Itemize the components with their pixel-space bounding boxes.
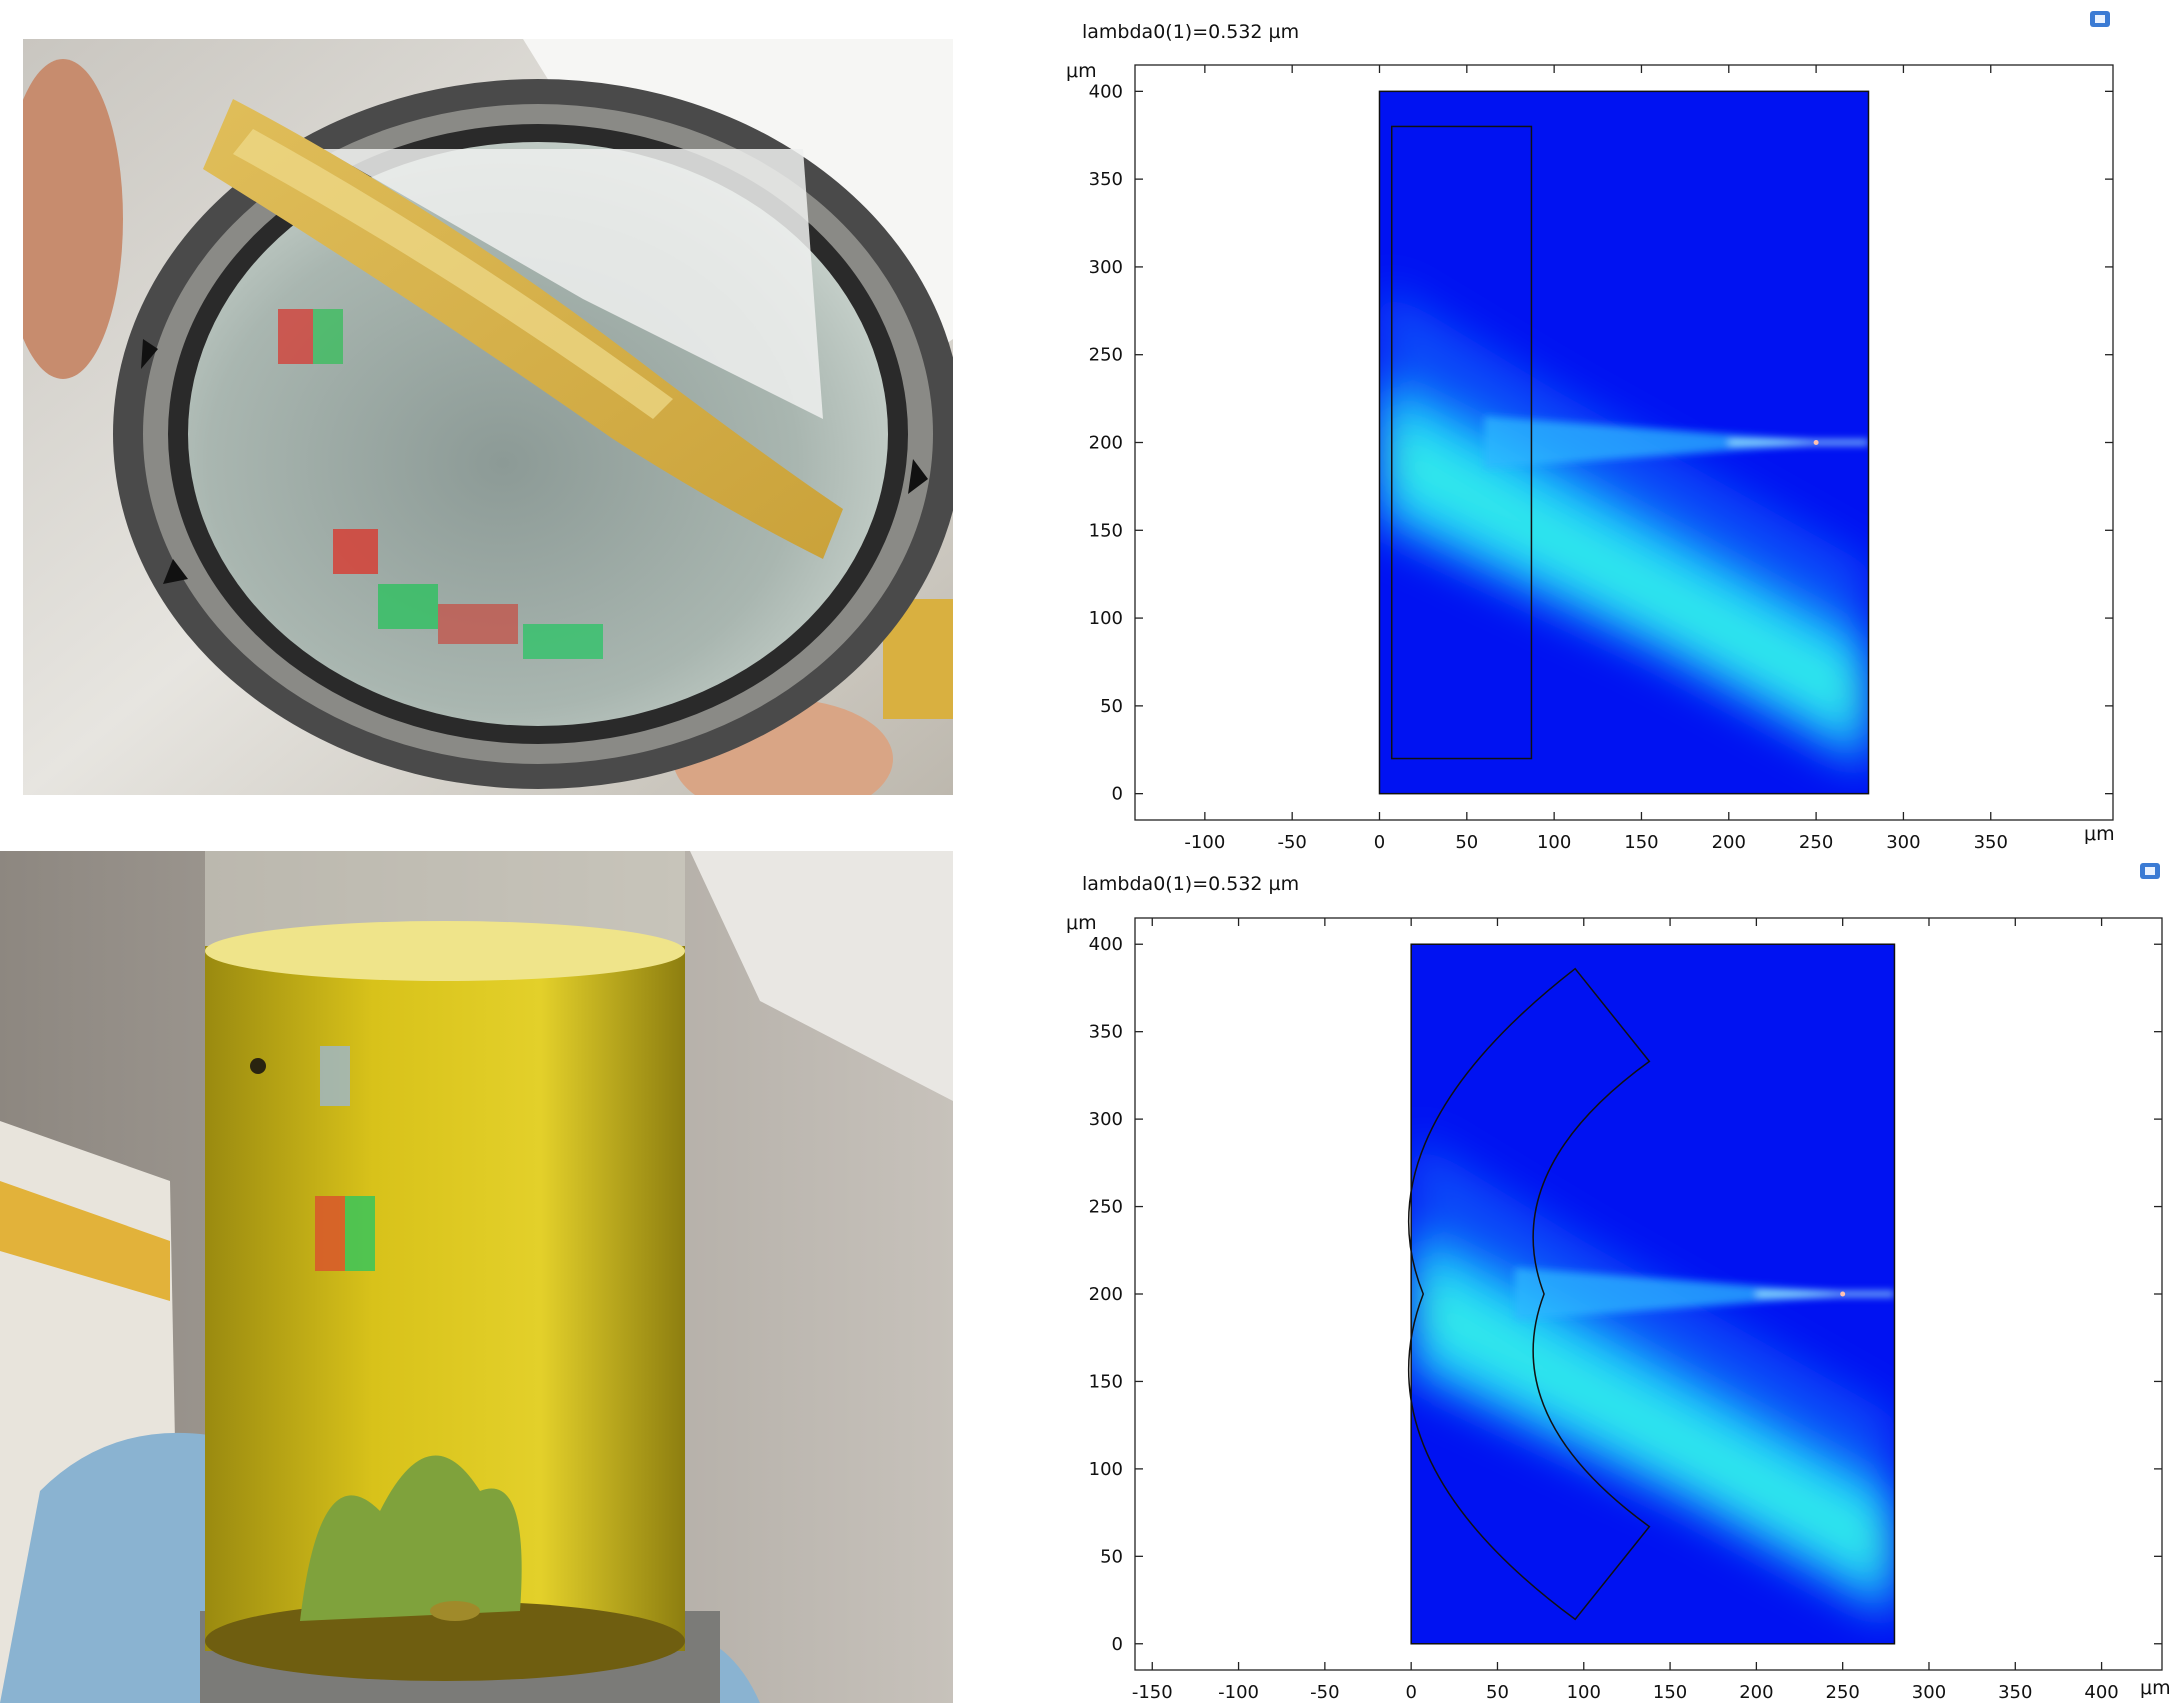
x-tick-label: -150 [1132,1682,1173,1703]
y-tick-label: 200 [1089,433,1123,454]
y-tick-label: 150 [1089,1371,1123,1392]
y-tick-label: 0 [1112,1634,1123,1655]
x-tick-label: 400 [2084,1682,2118,1703]
x-tick-label: 0 [1374,832,1385,850]
focused-beam [1484,416,1869,469]
x-tick-label: 300 [1886,832,1920,850]
x-tick-label: 150 [1624,832,1658,850]
photo-lens-in-holder [23,39,953,795]
y-tick-label: 250 [1089,1197,1123,1218]
plot-axes: -100 -50 0 50 100 150 200 250 300 350 0 50 100 150 200… [1089,64,2114,850]
y-tick-label: 250 [1089,345,1123,366]
simulation-plot-curved-element: lambda0(1)=0.532 µm μm μm -150 -100 -50 0 50… [1040,852,2172,1703]
x-tick-label: 50 [1455,832,1478,850]
focused-beam [1514,1267,1895,1321]
x-tick-label: 250 [1799,832,1833,850]
simulation-plot-rectangular-element: lambda0(1)=0.532 µm μm μm -100 -50 0 50 100 1… [1040,0,2172,850]
domain-outline [1410,943,1896,1645]
y-tick-label: 300 [1089,1109,1123,1130]
y-unit-label: μm [1066,912,1097,934]
x-tick-label: 50 [1486,1682,1509,1703]
focus-point [1813,440,1819,445]
x-tick-label: -50 [1310,1682,1339,1703]
y-tick-label: 400 [1089,81,1123,102]
field-map [1407,943,1896,1645]
x-tick-label: 350 [1998,1682,2032,1703]
curved-element-outline [1407,967,1651,1621]
y-unit-label: μm [1066,60,1097,82]
domain-outline [1378,90,1870,795]
x-tick-label: 150 [1653,1682,1687,1703]
focus-point [1840,1291,1846,1297]
y-tick-label: 300 [1089,257,1123,278]
field-map [1378,90,1870,795]
y-tick-label: 50 [1100,1546,1123,1567]
x-tick-label: 350 [1974,832,2008,850]
plot-title: lambda0(1)=0.532 µm [1082,21,1299,43]
y-tick-label: 100 [1089,608,1123,629]
x-tick-label: 100 [1567,1682,1601,1703]
plot-title: lambda0(1)=0.532 µm [1082,873,1299,895]
x-tick-label: -100 [1184,832,1225,850]
x-tick-label: 200 [1712,832,1746,850]
y-tick-label: 400 [1089,934,1123,955]
grating-element-outline [1390,125,1533,760]
x-unit-label: μm [2140,1677,2171,1699]
x-tick-label: -50 [1277,832,1306,850]
view-toolbar-icon[interactable] [2090,11,2110,27]
x-tick-label: 0 [1405,1682,1416,1703]
y-tick-label: 100 [1089,1459,1123,1480]
y-tick-label: 150 [1089,520,1123,541]
y-tick-label: 200 [1089,1284,1123,1305]
x-tick-label: 100 [1537,832,1571,850]
y-tick-label: 350 [1089,1022,1123,1043]
x-tick-label: 300 [1912,1682,1946,1703]
x-unit-label: μm [2084,823,2115,845]
photo-liquid-cylinder [0,851,953,1703]
view-toolbar-icon[interactable] [2140,863,2160,879]
x-tick-label: -100 [1218,1682,1259,1703]
y-tick-label: 0 [1112,784,1123,805]
y-tick-label: 350 [1089,169,1123,190]
y-tick-label: 50 [1100,696,1123,717]
x-tick-label: 200 [1739,1682,1773,1703]
plot-axes: -150 -100 -50 0 50 100 150 200 250 300 350 400 0 50 10… [1089,917,2163,1703]
x-tick-label: 250 [1826,1682,1860,1703]
